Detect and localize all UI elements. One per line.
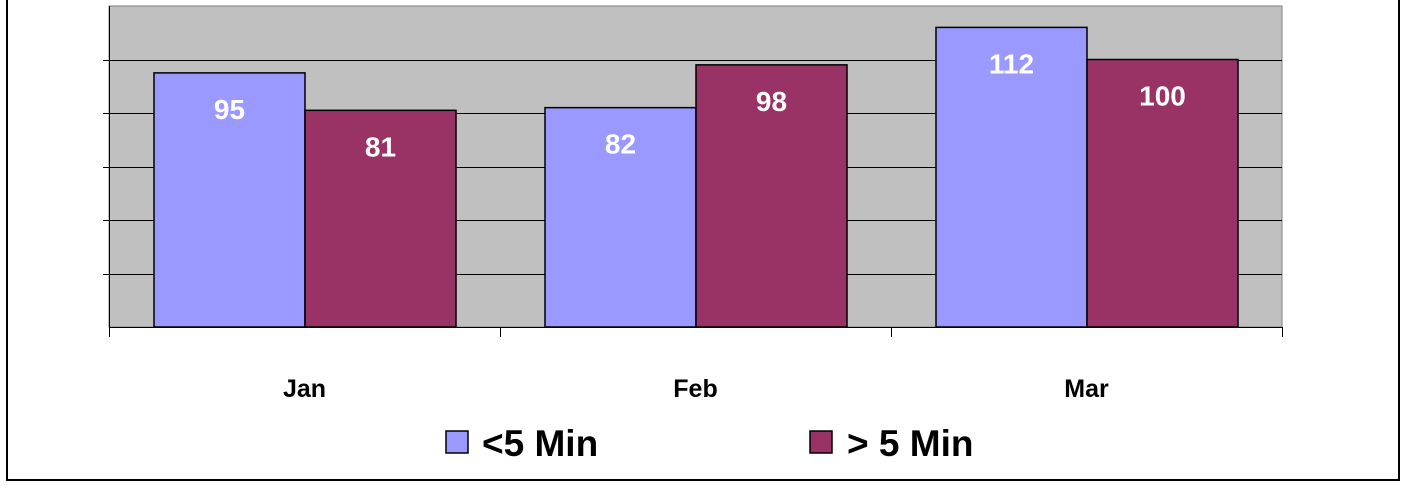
x-tick-label: Feb (673, 375, 717, 403)
bar-0-2 (935, 26, 1088, 328)
x-tick-label: Mar (1064, 375, 1109, 403)
bar-1-2 (1086, 58, 1239, 328)
bar-0-1 (544, 106, 697, 328)
x-tick-label: Jan (283, 375, 326, 403)
bar-1-1 (695, 64, 848, 328)
bar-1-0 (304, 109, 457, 328)
bar-value-label: 100 (1139, 81, 1186, 112)
bar-value-label: 82 (605, 129, 636, 160)
legend-swatch (809, 430, 833, 454)
bar-value-label: 95 (214, 94, 245, 125)
bar-value-label: 112 (989, 48, 1034, 79)
legend-label: <5 Min (482, 423, 598, 464)
legend-swatch (445, 430, 469, 454)
bar-value-label: 81 (365, 131, 396, 162)
bar-0-0 (153, 72, 306, 328)
legend-label: > 5 Min (847, 423, 973, 464)
bar-value-label: 98 (756, 86, 787, 117)
